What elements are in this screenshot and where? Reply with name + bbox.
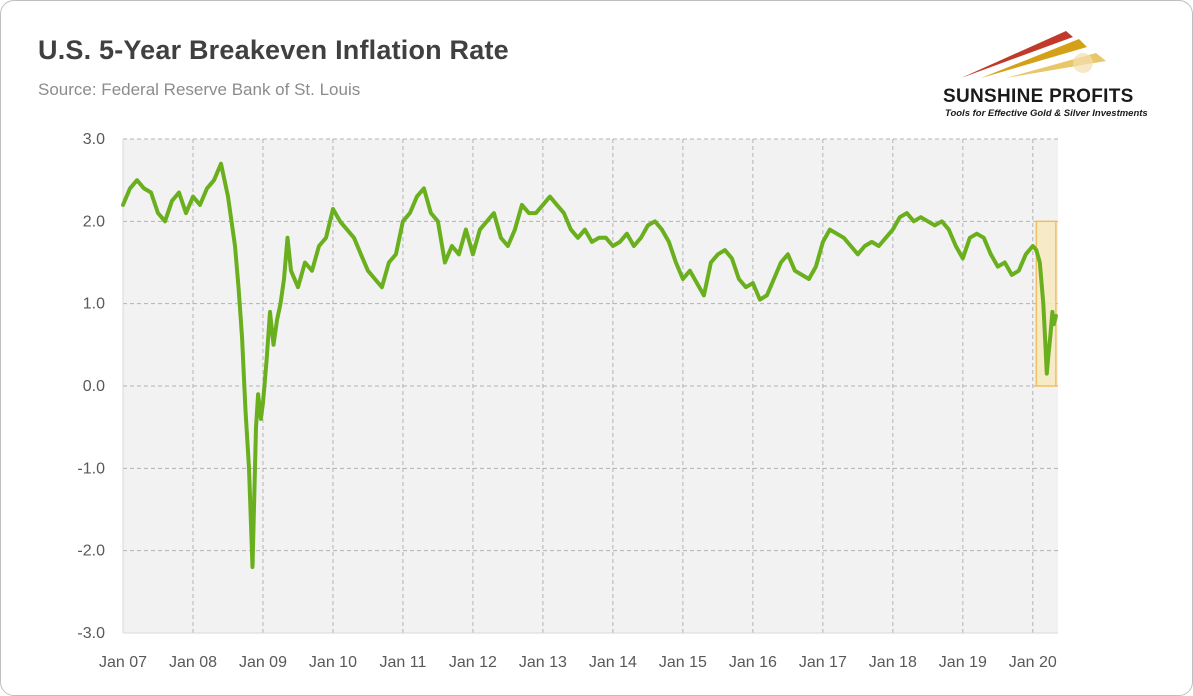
x-tick-label: Jan 19 bbox=[939, 654, 987, 671]
x-tick-label: Jan 12 bbox=[449, 654, 497, 671]
x-tick-label: Jan 08 bbox=[169, 654, 217, 671]
x-axis-ticks: Jan 07 Jan 08 Jan 09 Jan 10 Jan 11 Jan 12 Jan … bbox=[99, 654, 1057, 671]
x-tick-label: Jan 20 bbox=[1009, 654, 1057, 671]
y-tick-label: -2.0 bbox=[77, 543, 105, 560]
logo-tagline: Tools for Effective Gold & Silver Invest… bbox=[945, 108, 1148, 119]
axes bbox=[122, 139, 1058, 634]
y-tick-label: 3.0 bbox=[83, 131, 105, 148]
y-tick-label: -3.0 bbox=[77, 625, 105, 642]
x-tick-label: Jan 16 bbox=[729, 654, 777, 671]
x-tick-label: Jan 17 bbox=[799, 654, 847, 671]
chart-title: U.S. 5-Year Breakeven Inflation Rate bbox=[38, 35, 509, 65]
x-tick-label: Jan 09 bbox=[239, 654, 287, 671]
y-tick-label: -1.0 bbox=[77, 460, 105, 477]
y-tick-label: 2.0 bbox=[83, 213, 105, 230]
chart-subtitle: Source: Federal Reserve Bank of St. Loui… bbox=[38, 80, 361, 99]
y-tick-label: 1.0 bbox=[83, 296, 105, 313]
y-tick-label: 0.0 bbox=[83, 378, 105, 395]
x-tick-label: Jan 14 bbox=[589, 654, 637, 671]
series-line-breakeven bbox=[121, 161, 1058, 570]
sunshine-profits-logo-icon bbox=[961, 31, 1106, 78]
x-tick-label: Jan 18 bbox=[869, 654, 917, 671]
grid-lines bbox=[122, 138, 1058, 634]
x-tick-label: Jan 11 bbox=[380, 654, 427, 671]
x-tick-label: Jan 10 bbox=[309, 654, 357, 671]
y-axis-ticks: 3.0 2.0 1.0 0.0 -1.0 -2.0 -3.0 bbox=[77, 131, 105, 642]
x-tick-label: Jan 13 bbox=[519, 654, 567, 671]
logo-name: SUNSHINE PROFITS bbox=[943, 86, 1134, 107]
x-tick-label: Jan 07 bbox=[99, 654, 147, 671]
x-tick-label: Jan 15 bbox=[659, 654, 707, 671]
